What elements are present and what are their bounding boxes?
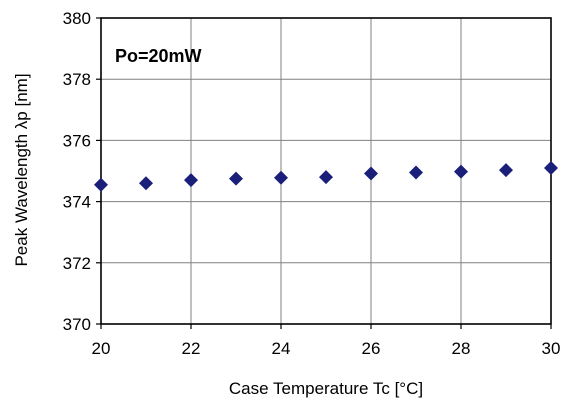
data-point: [409, 165, 423, 180]
data-point: [454, 164, 468, 179]
y-tick-label: 378: [63, 70, 91, 89]
x-tick-label: 20: [92, 339, 111, 358]
grid-layer: [101, 18, 551, 324]
ticks-layer: 20 22 24 26 28 30 370 372 374 376 378 380: [63, 9, 561, 358]
y-tick-label: 372: [63, 254, 91, 273]
y-tick-label: 374: [63, 193, 91, 212]
x-tick-label: 28: [452, 339, 471, 358]
points-layer: [94, 160, 558, 192]
data-point: [94, 177, 108, 192]
y-tick-label: 380: [63, 9, 91, 28]
x-tick-label: 26: [362, 339, 381, 358]
x-tick-label: 24: [272, 339, 291, 358]
data-point: [229, 171, 243, 186]
y-axis-label: Peak Wavelength λp [nm]: [12, 73, 31, 266]
x-tick-label: 30: [542, 339, 561, 358]
y-tick-label: 376: [63, 131, 91, 150]
annotation-power: Po=20mW: [115, 46, 202, 66]
data-point: [274, 170, 288, 185]
data-point: [499, 163, 513, 178]
x-axis-label: Case Temperature Tc [°C]: [229, 379, 423, 398]
data-point: [139, 176, 153, 191]
x-tick-label: 22: [182, 339, 201, 358]
y-tick-label: 370: [63, 315, 91, 334]
data-point: [184, 173, 198, 188]
data-point: [319, 170, 333, 185]
data-point: [364, 166, 378, 181]
data-point: [544, 160, 558, 175]
